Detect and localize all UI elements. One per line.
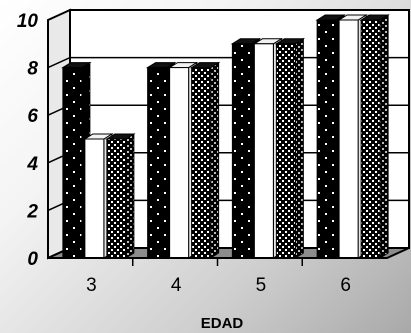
gridline	[47, 9, 409, 21]
x-tick-label: 4	[171, 275, 182, 296]
y-tick-label: 8	[27, 59, 38, 80]
y-tick-label: 0	[27, 249, 38, 270]
bar-front	[191, 67, 212, 259]
bar-front	[275, 43, 296, 259]
y-tick-label: 10	[17, 11, 39, 32]
y-tick-label: 2	[26, 201, 38, 222]
bar-front	[338, 19, 359, 259]
bar-front	[106, 138, 127, 259]
bar-side	[125, 133, 135, 259]
bar-front	[62, 67, 83, 259]
bar-front	[316, 19, 337, 259]
bar-side	[379, 14, 389, 259]
bar-side	[210, 61, 220, 259]
bar-front	[169, 67, 190, 259]
bar	[189, 61, 221, 259]
bar-front	[231, 43, 252, 259]
bar-front	[147, 67, 168, 259]
y-tick-label: 4	[26, 154, 38, 175]
x-tick-label: 6	[340, 275, 351, 296]
bar	[359, 14, 390, 259]
x-axis-label: EDAD	[201, 315, 244, 332]
bar-front	[360, 19, 381, 259]
bar	[105, 133, 136, 259]
bar-front	[253, 43, 274, 259]
y-tick-label: 6	[27, 106, 38, 127]
bar	[274, 37, 306, 259]
x-tick-label: 3	[86, 275, 97, 296]
bar-front	[84, 138, 105, 259]
x-tick-label: 5	[256, 275, 267, 296]
bar-side	[294, 37, 304, 259]
